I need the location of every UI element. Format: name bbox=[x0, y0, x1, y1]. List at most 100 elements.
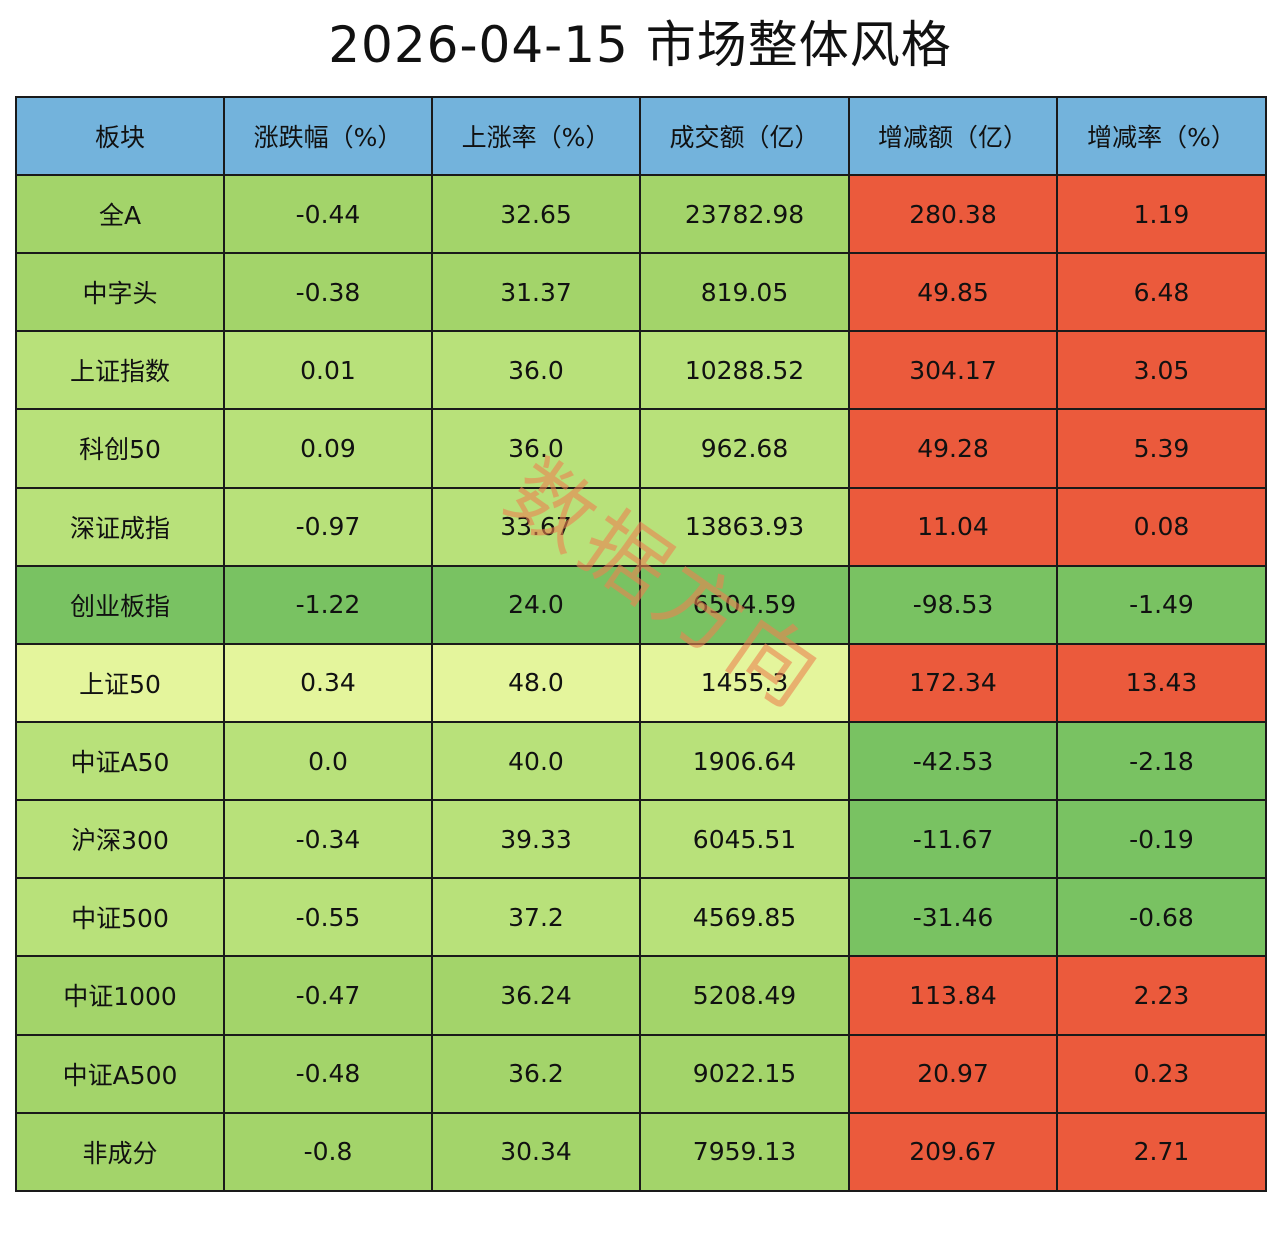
cell-sector: 创业板指 bbox=[15, 564, 225, 645]
market-style-table: 板块 涨跌幅（%） 上涨率（%） 成交额（亿） 增减额（亿） 增减率（%） 全A… bbox=[15, 96, 1267, 1193]
cell-change-pct: 0.09 bbox=[223, 408, 433, 489]
cell-turnover: 819.05 bbox=[639, 252, 850, 333]
cell-turnover: 1906.64 bbox=[639, 720, 850, 802]
cell-sector: 非成分 bbox=[15, 1111, 225, 1193]
table-row: 中证A50 0.0 40.0 1906.64 -42.53 -2.18 bbox=[15, 720, 1267, 802]
column-header-rise-rate: 上涨率（%） bbox=[431, 96, 641, 176]
table-row: 全A -0.44 32.65 23782.98 280.38 1.19 bbox=[15, 173, 1267, 255]
cell-turnover-change-rate: 1.19 bbox=[1056, 173, 1267, 255]
cell-rise-rate: 36.24 bbox=[431, 955, 641, 1036]
cell-rise-rate: 30.34 bbox=[431, 1111, 641, 1193]
cell-rise-rate: 31.37 bbox=[431, 252, 641, 333]
cell-turnover: 962.68 bbox=[639, 408, 850, 489]
cell-rise-rate: 32.65 bbox=[431, 173, 641, 255]
cell-rise-rate: 36.2 bbox=[431, 1033, 641, 1114]
cell-turnover-change: 172.34 bbox=[848, 642, 1058, 723]
cell-turnover: 10288.52 bbox=[639, 330, 850, 411]
cell-rise-rate: 48.0 bbox=[431, 642, 641, 723]
cell-turnover-change: -31.46 bbox=[848, 877, 1058, 958]
cell-turnover-change-rate: 6.48 bbox=[1056, 252, 1267, 333]
cell-turnover: 13863.93 bbox=[639, 486, 850, 567]
cell-rise-rate: 36.0 bbox=[431, 330, 641, 411]
cell-turnover: 7959.13 bbox=[639, 1111, 850, 1193]
cell-turnover: 23782.98 bbox=[639, 173, 850, 255]
cell-turnover-change-rate: 2.71 bbox=[1056, 1111, 1267, 1193]
cell-rise-rate: 39.33 bbox=[431, 799, 641, 880]
cell-rise-rate: 37.2 bbox=[431, 877, 641, 958]
cell-turnover-change-rate: 3.05 bbox=[1056, 330, 1267, 411]
cell-sector: 科创50 bbox=[15, 408, 225, 489]
cell-change-pct: 0.0 bbox=[223, 720, 433, 802]
cell-turnover-change: -11.67 bbox=[848, 799, 1058, 880]
cell-rise-rate: 24.0 bbox=[431, 564, 641, 645]
cell-turnover-change-rate: -2.18 bbox=[1056, 720, 1267, 802]
cell-turnover-change-rate: -0.68 bbox=[1056, 877, 1267, 958]
table-row: 中字头 -0.38 31.37 819.05 49.85 6.48 bbox=[15, 252, 1267, 333]
cell-turnover: 6045.51 bbox=[639, 799, 850, 880]
cell-turnover-change: 49.85 bbox=[848, 252, 1058, 333]
column-header-turnover-change: 增减额（亿） bbox=[848, 96, 1058, 176]
table-row: 沪深300 -0.34 39.33 6045.51 -11.67 -0.19 bbox=[15, 799, 1267, 880]
cell-turnover-change-rate: 13.43 bbox=[1056, 642, 1267, 723]
cell-change-pct: -0.38 bbox=[223, 252, 433, 333]
table-row: 中证A500 -0.48 36.2 9022.15 20.97 0.23 bbox=[15, 1033, 1267, 1114]
cell-turnover-change: 11.04 bbox=[848, 486, 1058, 567]
table-row: 上证指数 0.01 36.0 10288.52 304.17 3.05 bbox=[15, 330, 1267, 411]
cell-sector: 沪深300 bbox=[15, 799, 225, 880]
cell-sector: 中证1000 bbox=[15, 955, 225, 1036]
cell-change-pct: 0.01 bbox=[223, 330, 433, 411]
cell-turnover-change-rate: 0.08 bbox=[1056, 486, 1267, 567]
cell-sector: 上证指数 bbox=[15, 330, 225, 411]
table-row: 中证500 -0.55 37.2 4569.85 -31.46 -0.68 bbox=[15, 877, 1267, 958]
column-header-turnover-change-rate: 增减率（%） bbox=[1056, 96, 1267, 176]
table-row: 上证50 0.34 48.0 1455.3 172.34 13.43 bbox=[15, 642, 1267, 723]
cell-rise-rate: 40.0 bbox=[431, 720, 641, 802]
cell-sector: 中字头 bbox=[15, 252, 225, 333]
table-header-row: 板块 涨跌幅（%） 上涨率（%） 成交额（亿） 增减额（亿） 增减率（%） bbox=[15, 96, 1267, 176]
cell-turnover-change: -42.53 bbox=[848, 720, 1058, 802]
cell-change-pct: -0.97 bbox=[223, 486, 433, 567]
cell-sector: 深证成指 bbox=[15, 486, 225, 567]
column-header-sector: 板块 bbox=[15, 96, 225, 176]
cell-sector: 中证A500 bbox=[15, 1033, 225, 1114]
cell-change-pct: -0.44 bbox=[223, 173, 433, 255]
cell-change-pct: -1.22 bbox=[223, 564, 433, 645]
cell-turnover-change-rate: -0.19 bbox=[1056, 799, 1267, 880]
cell-change-pct: -0.34 bbox=[223, 799, 433, 880]
cell-turnover: 1455.3 bbox=[639, 642, 850, 723]
cell-sector: 中证A50 bbox=[15, 720, 225, 802]
table-row: 中证1000 -0.47 36.24 5208.49 113.84 2.23 bbox=[15, 955, 1267, 1036]
cell-turnover: 4569.85 bbox=[639, 877, 850, 958]
cell-turnover-change-rate: 2.23 bbox=[1056, 955, 1267, 1036]
column-header-turnover: 成交额（亿） bbox=[639, 96, 850, 176]
table-body: 全A -0.44 32.65 23782.98 280.38 1.19 中字头 -0.38 31… bbox=[15, 173, 1267, 1193]
cell-turnover-change: -98.53 bbox=[848, 564, 1058, 645]
table-row: 创业板指 -1.22 24.0 6504.59 -98.53 -1.49 bbox=[15, 564, 1267, 645]
cell-change-pct: -0.8 bbox=[223, 1111, 433, 1193]
cell-turnover: 9022.15 bbox=[639, 1033, 850, 1114]
cell-rise-rate: 33.67 bbox=[431, 486, 641, 567]
cell-change-pct: -0.47 bbox=[223, 955, 433, 1036]
table-row: 深证成指 -0.97 33.67 13863.93 11.04 0.08 bbox=[15, 486, 1267, 567]
cell-turnover-change: 113.84 bbox=[848, 955, 1058, 1036]
cell-turnover-change: 209.67 bbox=[848, 1111, 1058, 1193]
table-row: 非成分 -0.8 30.34 7959.13 209.67 2.71 bbox=[15, 1111, 1267, 1193]
cell-turnover: 5208.49 bbox=[639, 955, 850, 1036]
cell-turnover-change: 304.17 bbox=[848, 330, 1058, 411]
cell-change-pct: -0.55 bbox=[223, 877, 433, 958]
column-header-change-pct: 涨跌幅（%） bbox=[223, 96, 433, 176]
cell-turnover-change-rate: 0.23 bbox=[1056, 1033, 1267, 1114]
cell-sector: 上证50 bbox=[15, 642, 225, 723]
cell-turnover: 6504.59 bbox=[639, 564, 850, 645]
cell-rise-rate: 36.0 bbox=[431, 408, 641, 489]
cell-turnover-change: 280.38 bbox=[848, 173, 1058, 255]
cell-turnover-change-rate: -1.49 bbox=[1056, 564, 1267, 645]
cell-turnover-change: 49.28 bbox=[848, 408, 1058, 489]
cell-turnover-change-rate: 5.39 bbox=[1056, 408, 1267, 489]
cell-sector: 全A bbox=[15, 173, 225, 255]
cell-change-pct: -0.48 bbox=[223, 1033, 433, 1114]
table-row: 科创50 0.09 36.0 962.68 49.28 5.39 bbox=[15, 408, 1267, 489]
cell-turnover-change: 20.97 bbox=[848, 1033, 1058, 1114]
page-title: 2026-04-15 市场整体风格 bbox=[328, 16, 952, 74]
cell-sector: 中证500 bbox=[15, 877, 225, 958]
